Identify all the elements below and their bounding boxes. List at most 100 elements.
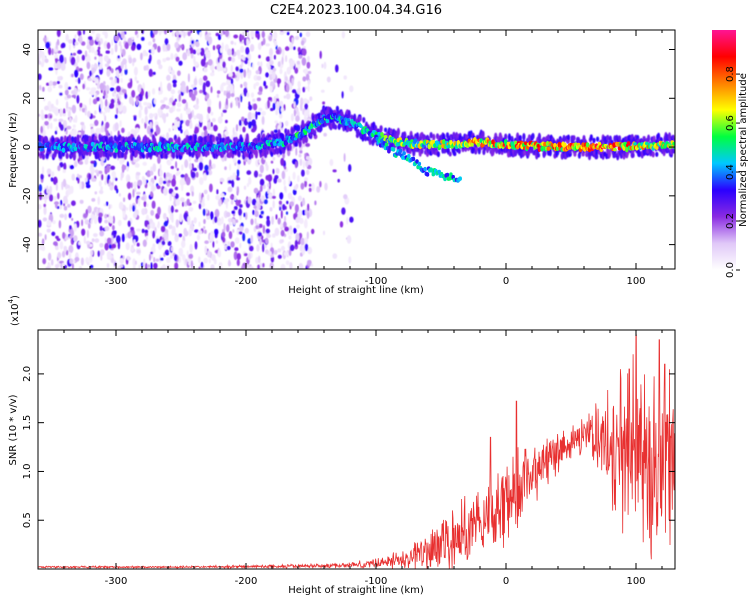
noise-speckle [51,171,55,177]
noise-speckle [77,89,81,92]
noise-speckle [292,60,295,67]
noise-speckle [186,85,189,94]
noise-speckle [232,229,235,233]
noise-speckle [258,173,263,177]
noise-speckle [217,57,220,63]
noise-speckle [136,33,139,39]
noise-speckle [180,44,183,49]
noise-speckle [204,240,209,244]
noise-speckle [271,215,274,225]
noise-speckle [100,186,103,191]
ridge-point [71,142,76,148]
noise-speckle [38,84,42,91]
noise-speckle [185,101,188,110]
ridge-halo [215,136,219,142]
noise-speckle [202,196,205,206]
noise-speckle [293,101,296,109]
noise-speckle [121,127,125,133]
noise-speckle [134,163,140,168]
noise-speckle [177,70,181,76]
noise-speckle [59,162,64,168]
noise-speckle [105,84,110,92]
noise-speckle [84,219,90,225]
noise-speckle [77,77,81,84]
noise-speckle [78,68,83,72]
noise-speckle [244,212,248,220]
noise-speckle [76,94,80,104]
noise-speckle [44,197,47,204]
ridge-halo [362,117,366,123]
noise-speckle [185,258,188,265]
noise-speckle [86,261,90,266]
noise-speckle [89,97,92,106]
noise-speckle [65,108,71,112]
noise-speckle [73,160,78,168]
noise-speckle [279,206,282,211]
noise-speckle [153,98,157,105]
noise-speckle [291,89,297,94]
ridge-halo [631,152,635,158]
noise-speckle [217,116,223,124]
noise-speckle [228,231,233,239]
noise-speckle [257,232,262,237]
noise-speckle [295,232,300,242]
noise-speckle [207,121,211,131]
noise-speckle [269,207,273,212]
noise-speckle [121,233,125,243]
noise-speckle [112,225,115,231]
noise-speckle [191,93,196,102]
noise-speckle [114,35,120,42]
x-tick-label: 0 [503,576,509,587]
noise-speckle [164,229,169,234]
noise-speckle [197,164,200,169]
y-tick-label: 1.0 [22,463,33,479]
noise-speckle [121,48,126,57]
noise-speckle [143,258,146,264]
noise-speckle [169,97,174,103]
noise-speckle [207,105,211,114]
noise-speckle [102,111,106,117]
noise-speckle [187,215,191,223]
noise-speckle [56,30,61,38]
noise-speckle [110,47,114,56]
ridge-point [626,141,631,146]
ridge-halo [452,131,456,139]
noise-speckle [88,255,93,263]
x-tick-label: -100 [365,276,388,287]
noise-speckle [255,111,258,120]
noise-speckle [264,85,268,89]
noise-speckle [41,166,45,175]
ridge-point [633,142,637,146]
noise-speckle [217,94,220,98]
noise-speckle [46,219,52,227]
noise-speckle [106,263,110,268]
noise-speckle [234,219,239,223]
noise-speckle [46,82,50,86]
noise-speckle [127,231,132,239]
noise-speckle [150,30,154,38]
noise-speckle [174,254,178,262]
ridge-halo [334,124,338,130]
noise-speckle [322,230,326,236]
noise-speckle [61,250,66,258]
noise-speckle [87,110,91,118]
noise-speckle [305,143,311,147]
noise-speckle [90,46,95,54]
noise-speckle [179,120,184,124]
branch-point [384,142,389,147]
noise-speckle [69,235,72,240]
noise-speckle [146,264,151,268]
y-tick-label: 0 [22,144,33,150]
noise-speckle [253,205,257,209]
noise-speckle [230,93,235,97]
noise-speckle [175,161,178,169]
noise-speckle [217,34,222,41]
noise-speckle [296,224,300,229]
noise-speckle [94,50,98,55]
noise-speckle [231,179,235,188]
noise-speckle [38,204,42,210]
ridge-halo [261,152,265,157]
noise-speckle [226,92,231,99]
noise-speckle [109,76,114,81]
noise-speckle [60,62,66,71]
